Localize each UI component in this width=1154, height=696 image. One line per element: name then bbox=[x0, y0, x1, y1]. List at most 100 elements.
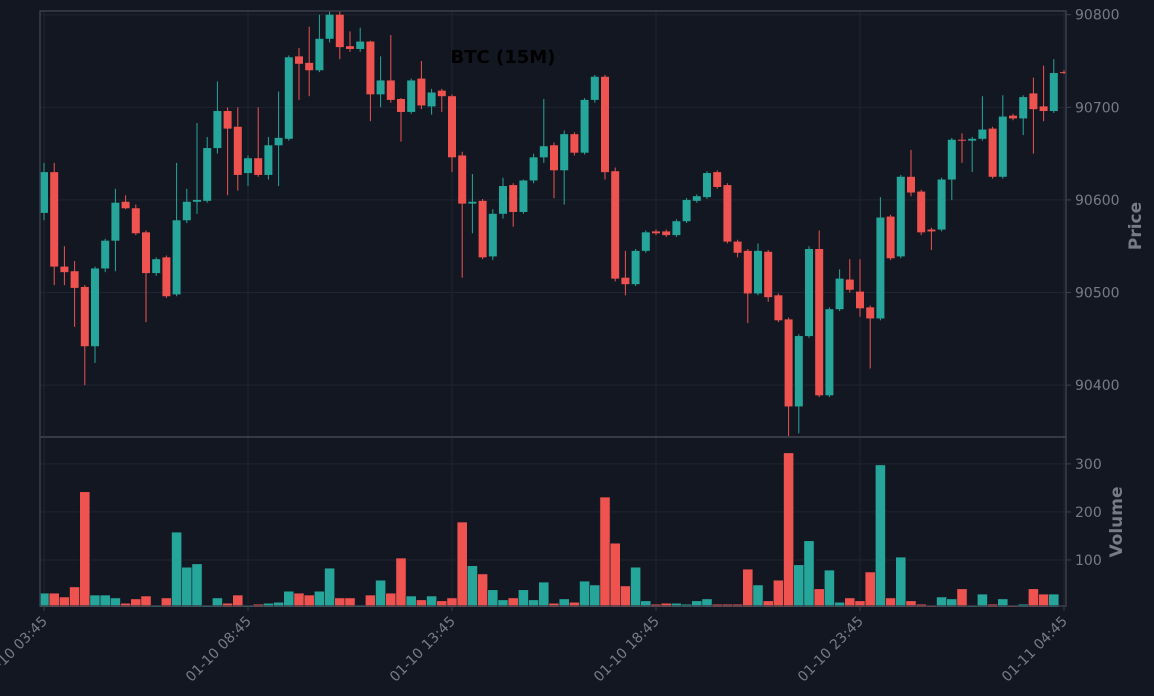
candle-body bbox=[40, 172, 48, 213]
volume-bar bbox=[793, 564, 805, 607]
candle-body bbox=[1029, 93, 1038, 110]
candle-body bbox=[488, 213, 497, 257]
candle-body bbox=[692, 196, 701, 201]
volume-bar bbox=[191, 563, 203, 607]
volume-bar bbox=[1028, 588, 1039, 607]
volume-bar bbox=[905, 600, 917, 607]
volume-bar bbox=[742, 568, 754, 607]
candle-body bbox=[499, 186, 507, 214]
candle-body bbox=[815, 249, 824, 396]
candle-body bbox=[958, 139, 966, 141]
volume-bar bbox=[691, 600, 703, 607]
y-tick-label: 100 bbox=[1075, 553, 1102, 569]
candle-body bbox=[305, 62, 314, 71]
candle-body bbox=[80, 286, 89, 347]
candle-body bbox=[550, 145, 558, 171]
y-axis-label: Price bbox=[1126, 202, 1146, 250]
candle-body bbox=[366, 41, 375, 95]
candle-body bbox=[162, 257, 171, 297]
volume-bar bbox=[69, 586, 80, 607]
candle-body bbox=[437, 90, 446, 97]
y-tick-label: 90500 bbox=[1075, 286, 1120, 302]
candle-body bbox=[427, 92, 436, 107]
candle-body bbox=[601, 76, 609, 173]
candle-body bbox=[998, 116, 1007, 177]
candle-body bbox=[325, 14, 334, 39]
candle-body bbox=[417, 78, 426, 106]
candle-body bbox=[356, 41, 365, 49]
candle-body bbox=[876, 217, 885, 319]
candle-body bbox=[468, 201, 477, 204]
candle-body bbox=[652, 231, 660, 234]
candle-body bbox=[754, 250, 762, 294]
candle-body bbox=[672, 221, 681, 236]
volume-bar bbox=[823, 569, 835, 607]
candle-body bbox=[152, 259, 161, 274]
candle-body bbox=[346, 46, 354, 49]
y-tick-label: 90800 bbox=[1075, 8, 1120, 24]
volume-bar bbox=[762, 600, 774, 607]
candle-body bbox=[896, 176, 905, 257]
volume-bar bbox=[813, 588, 825, 607]
volume-bar bbox=[415, 599, 427, 607]
candle-body bbox=[458, 155, 467, 204]
candle-body bbox=[397, 98, 405, 112]
candle-body bbox=[743, 250, 752, 294]
candle-body bbox=[315, 38, 324, 71]
candle-body bbox=[703, 173, 711, 198]
volume-bar bbox=[589, 584, 601, 607]
candle-body bbox=[611, 171, 620, 279]
candle-body bbox=[713, 172, 722, 187]
candle-body bbox=[193, 199, 201, 202]
y-axis-label: Volume bbox=[1107, 486, 1127, 557]
candle-body bbox=[662, 231, 671, 236]
candle-body bbox=[580, 99, 589, 153]
candle-body bbox=[723, 185, 732, 242]
candle-body bbox=[233, 126, 242, 175]
candle-body bbox=[131, 208, 140, 234]
volume-bar bbox=[181, 566, 193, 607]
volume-bar bbox=[375, 579, 386, 607]
candle-body bbox=[448, 96, 456, 158]
candle-body bbox=[203, 148, 212, 201]
candle-body bbox=[223, 111, 232, 129]
candle-body bbox=[805, 249, 813, 337]
candle-body bbox=[845, 279, 854, 290]
volume-bar bbox=[783, 452, 794, 607]
candle-body bbox=[866, 307, 875, 319]
volume-bar bbox=[956, 588, 968, 607]
volume-bar bbox=[803, 540, 815, 607]
candle-body bbox=[274, 137, 283, 146]
chart-title: BTC (15M) bbox=[451, 47, 556, 68]
volume-bar bbox=[497, 599, 509, 607]
volume-bar bbox=[466, 565, 478, 607]
candle-body bbox=[111, 202, 120, 241]
volume-bar bbox=[772, 579, 784, 607]
volume-bar bbox=[864, 571, 876, 607]
candle-body bbox=[509, 185, 518, 212]
candle-body bbox=[519, 180, 528, 212]
candle-body bbox=[733, 241, 742, 253]
candle-body bbox=[1039, 106, 1048, 112]
volume-bar bbox=[976, 593, 988, 607]
candle-body bbox=[784, 319, 793, 407]
candle-body bbox=[570, 134, 579, 153]
candle-body bbox=[907, 176, 915, 193]
candle-body bbox=[886, 216, 895, 259]
candle-body bbox=[621, 277, 630, 285]
candle-body bbox=[988, 128, 997, 177]
candle-body bbox=[1060, 72, 1066, 74]
candle-body bbox=[50, 172, 59, 267]
volume-bar bbox=[874, 464, 886, 607]
candle-body bbox=[682, 199, 691, 222]
candle-body bbox=[917, 191, 926, 233]
candle-body bbox=[825, 309, 834, 396]
candle-body bbox=[539, 146, 548, 158]
volume-bar bbox=[232, 594, 244, 607]
volume-bar bbox=[324, 567, 335, 607]
candle-body bbox=[213, 111, 222, 149]
candle-body bbox=[1019, 97, 1028, 119]
volume-bar bbox=[640, 600, 652, 607]
volume-bar bbox=[171, 531, 182, 607]
candle-body bbox=[968, 138, 977, 141]
